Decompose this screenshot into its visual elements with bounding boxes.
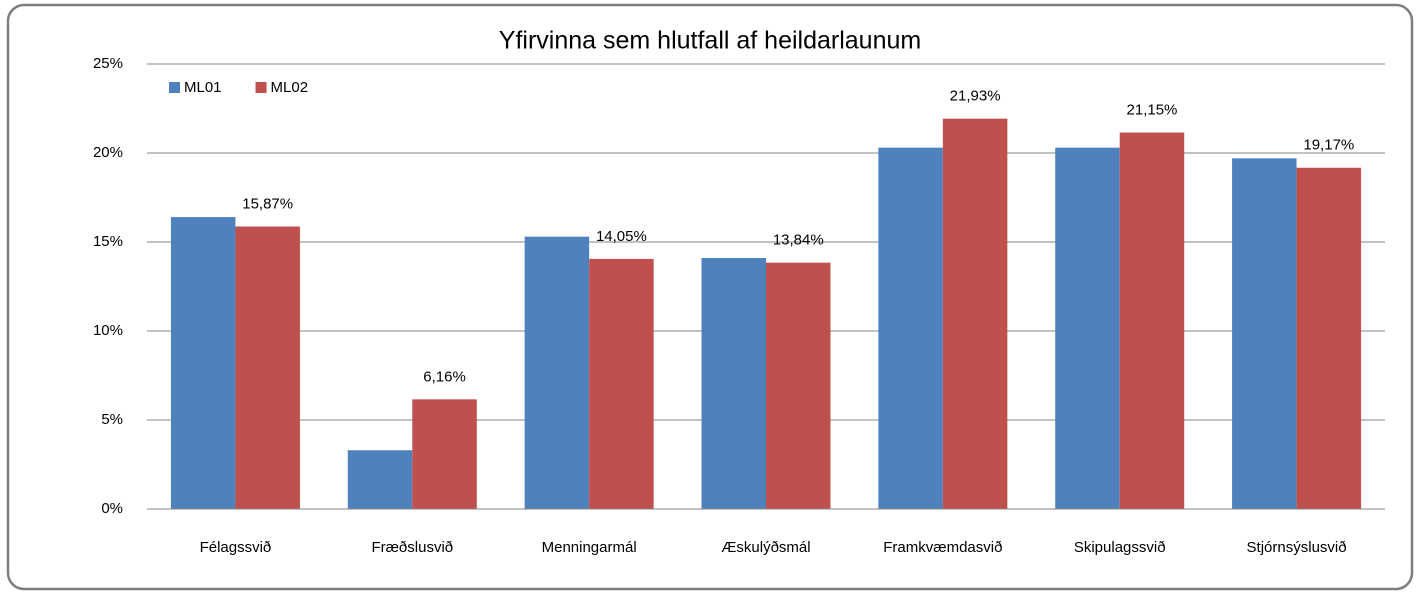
x-tick-label: Menningarmál xyxy=(542,539,637,556)
bar xyxy=(524,236,590,509)
legend-label: ML01 xyxy=(184,79,222,96)
bar xyxy=(235,226,300,509)
bar xyxy=(347,450,413,509)
legend-label: ML02 xyxy=(271,79,309,96)
data-label: 6,16% xyxy=(423,368,466,385)
y-tick-label: 20% xyxy=(93,144,123,161)
bar xyxy=(701,258,766,509)
data-label: 15,87% xyxy=(242,195,293,212)
x-tick-label: Æskulýðsmál xyxy=(721,539,810,556)
bar xyxy=(1055,147,1120,509)
y-tick-label: 0% xyxy=(101,500,123,517)
bar xyxy=(766,262,831,509)
data-label: 13,84% xyxy=(773,232,824,249)
x-tick-label: Fræðslusvið xyxy=(371,539,453,556)
bar xyxy=(942,118,1008,510)
data-label: 21,15% xyxy=(1127,101,1178,118)
bar xyxy=(412,399,477,509)
legend-swatch xyxy=(169,82,180,93)
legend-swatch xyxy=(255,82,267,93)
x-tick-label: Félagssvið xyxy=(200,539,272,556)
bar xyxy=(1119,132,1185,509)
x-tick-label: Skipulagssvið xyxy=(1074,539,1166,556)
y-tick-label: 10% xyxy=(93,322,123,339)
chart-title: Yfirvinna sem hlutfall af heildarlaunum xyxy=(499,27,921,55)
bar xyxy=(878,147,943,509)
data-label: 14,05% xyxy=(596,228,647,245)
x-tick-label: Framkvæmdasvið xyxy=(883,539,1002,556)
data-label: 21,93% xyxy=(950,88,1001,105)
y-tick-label: 15% xyxy=(93,233,123,250)
x-tick-label: Stjórnsýslusvið xyxy=(1247,539,1347,556)
y-tick-label: 25% xyxy=(93,55,123,72)
bar xyxy=(1232,158,1297,509)
bar xyxy=(170,217,236,509)
bar xyxy=(1296,167,1362,510)
data-label: 19,17% xyxy=(1303,137,1354,154)
y-tick-label: 5% xyxy=(101,411,123,428)
bar xyxy=(589,258,654,509)
